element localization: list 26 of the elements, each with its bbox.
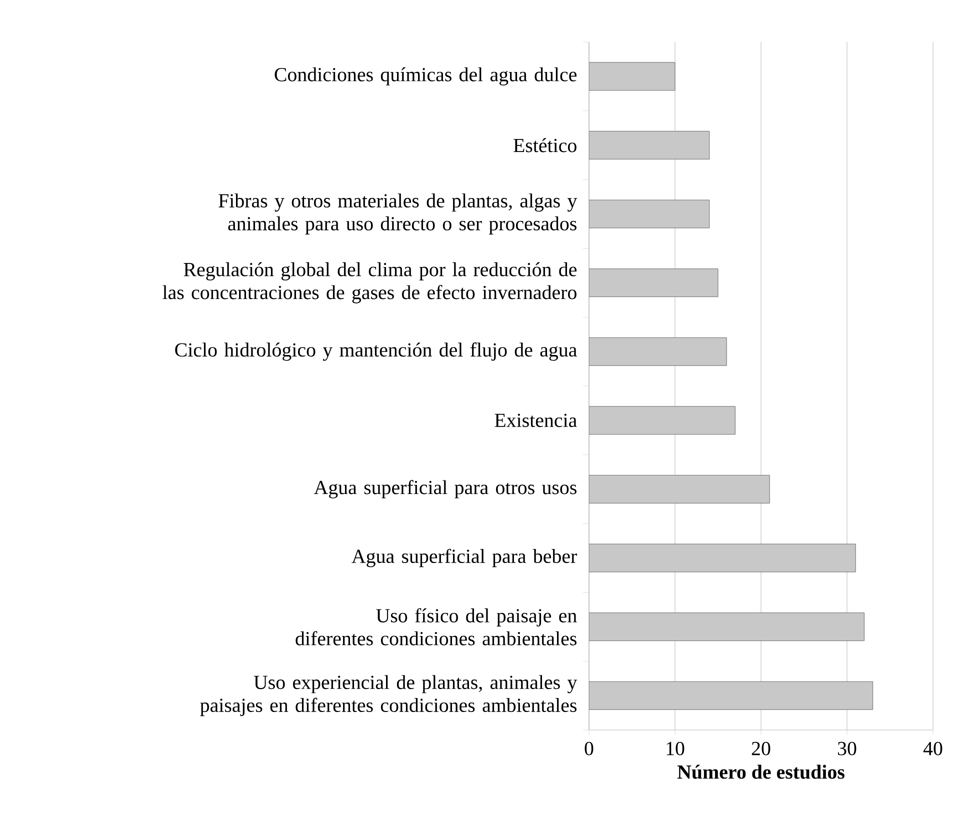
bar [589, 406, 736, 435]
bar [589, 200, 710, 228]
y-tick-label: Estético [514, 138, 576, 152]
x-tick-label: 0 [584, 742, 594, 756]
x-tick-label: 20 [752, 742, 770, 756]
bar [589, 268, 718, 297]
y-tick-label: Agua superficial para otros usos [314, 480, 576, 498]
bar [589, 681, 874, 710]
y-tick-label: Existencia [494, 414, 577, 428]
bar [589, 130, 710, 160]
y-tick-label: Agua superficial para beber [352, 548, 577, 568]
y-tick-label: Regulación global del clima por la reducción de las concentraciones de gases de efecto invernadero [162, 262, 577, 304]
bar [589, 612, 864, 641]
y-tick-label: Fibras y otros materiales de plantas, algas y animales para uso directo o ser procesados [218, 193, 578, 234]
x-axis-title: Número de estudios [677, 764, 844, 779]
x-tick-label: 40 [923, 742, 942, 756]
bar [589, 544, 856, 572]
y-tick-label: Ciclo hidrológico y mantención del flujo de agua [175, 342, 577, 361]
bar [589, 62, 676, 91]
bar [589, 337, 727, 366]
bar [589, 474, 770, 504]
y-tick-label: Condiciones químicas del agua dulce [274, 67, 577, 86]
x-tick-label: 10 [666, 742, 684, 756]
x-tick-label: 30 [838, 742, 856, 756]
y-tick-label: Uso experiencial de plantas, animales y paisajes en diferentes condiciones ambientales [200, 675, 578, 716]
y-tick-label: Uso físico del paisaje en diferentes condiciones ambientales [296, 608, 577, 646]
